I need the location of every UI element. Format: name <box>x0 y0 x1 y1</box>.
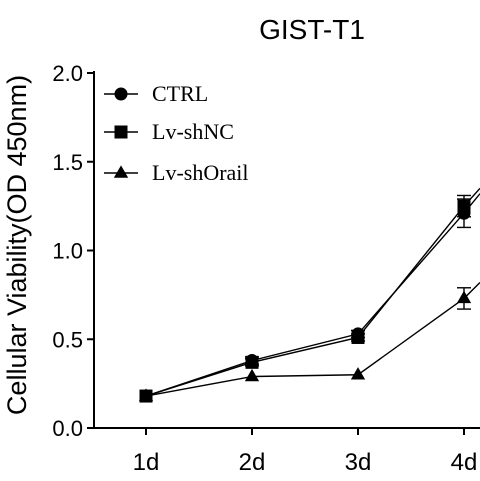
data-point <box>350 367 366 380</box>
x-tick-label: 3d <box>345 449 372 476</box>
y-tick-label: 0.0 <box>52 416 83 441</box>
chart-title: GIST-T1 <box>259 14 365 45</box>
data-point <box>351 330 365 344</box>
series-ctrl <box>139 193 480 403</box>
data-point <box>245 355 259 369</box>
data-point <box>244 368 260 382</box>
legend-item-lv-shnc: Lv-shNC <box>104 119 234 144</box>
legend-label: CTRL <box>152 81 208 106</box>
legend-label: Lv-shOrail <box>152 160 249 185</box>
series-line <box>145 187 480 397</box>
x-tick-label: 2d <box>239 449 266 476</box>
series-line <box>145 193 480 397</box>
legend-item-ctrl: CTRL <box>104 81 208 106</box>
y-tick-label: 0.5 <box>52 327 83 352</box>
data-point <box>138 388 154 401</box>
series-lv-shnc <box>139 187 480 403</box>
x-tick-label: 4d <box>451 449 478 476</box>
legend-label: Lv-shNC <box>152 119 234 144</box>
series-lv-shorail <box>138 281 480 401</box>
legend-marker <box>113 165 129 178</box>
data-point <box>457 199 471 213</box>
y-tick-label: 1.0 <box>52 239 83 264</box>
legend-marker <box>114 87 128 101</box>
axes: 0.0 0.5 1.0 1.5 2.0 1d 2d 3d 4d <box>52 61 480 476</box>
legend: CTRL Lv-shNC Lv-shOrail <box>104 81 249 185</box>
legend-item-lv-shorail: Lv-shOrail <box>104 160 249 185</box>
y-tick-label: 1.5 <box>52 150 83 175</box>
data-point <box>456 290 472 304</box>
x-tick-label: 1d <box>133 449 160 476</box>
y-axis-label: Cellular Viability(OD 450nm) <box>2 75 32 415</box>
legend-marker <box>114 125 128 139</box>
y-tick-label: 2.0 <box>52 61 83 86</box>
series-layer <box>138 187 480 403</box>
